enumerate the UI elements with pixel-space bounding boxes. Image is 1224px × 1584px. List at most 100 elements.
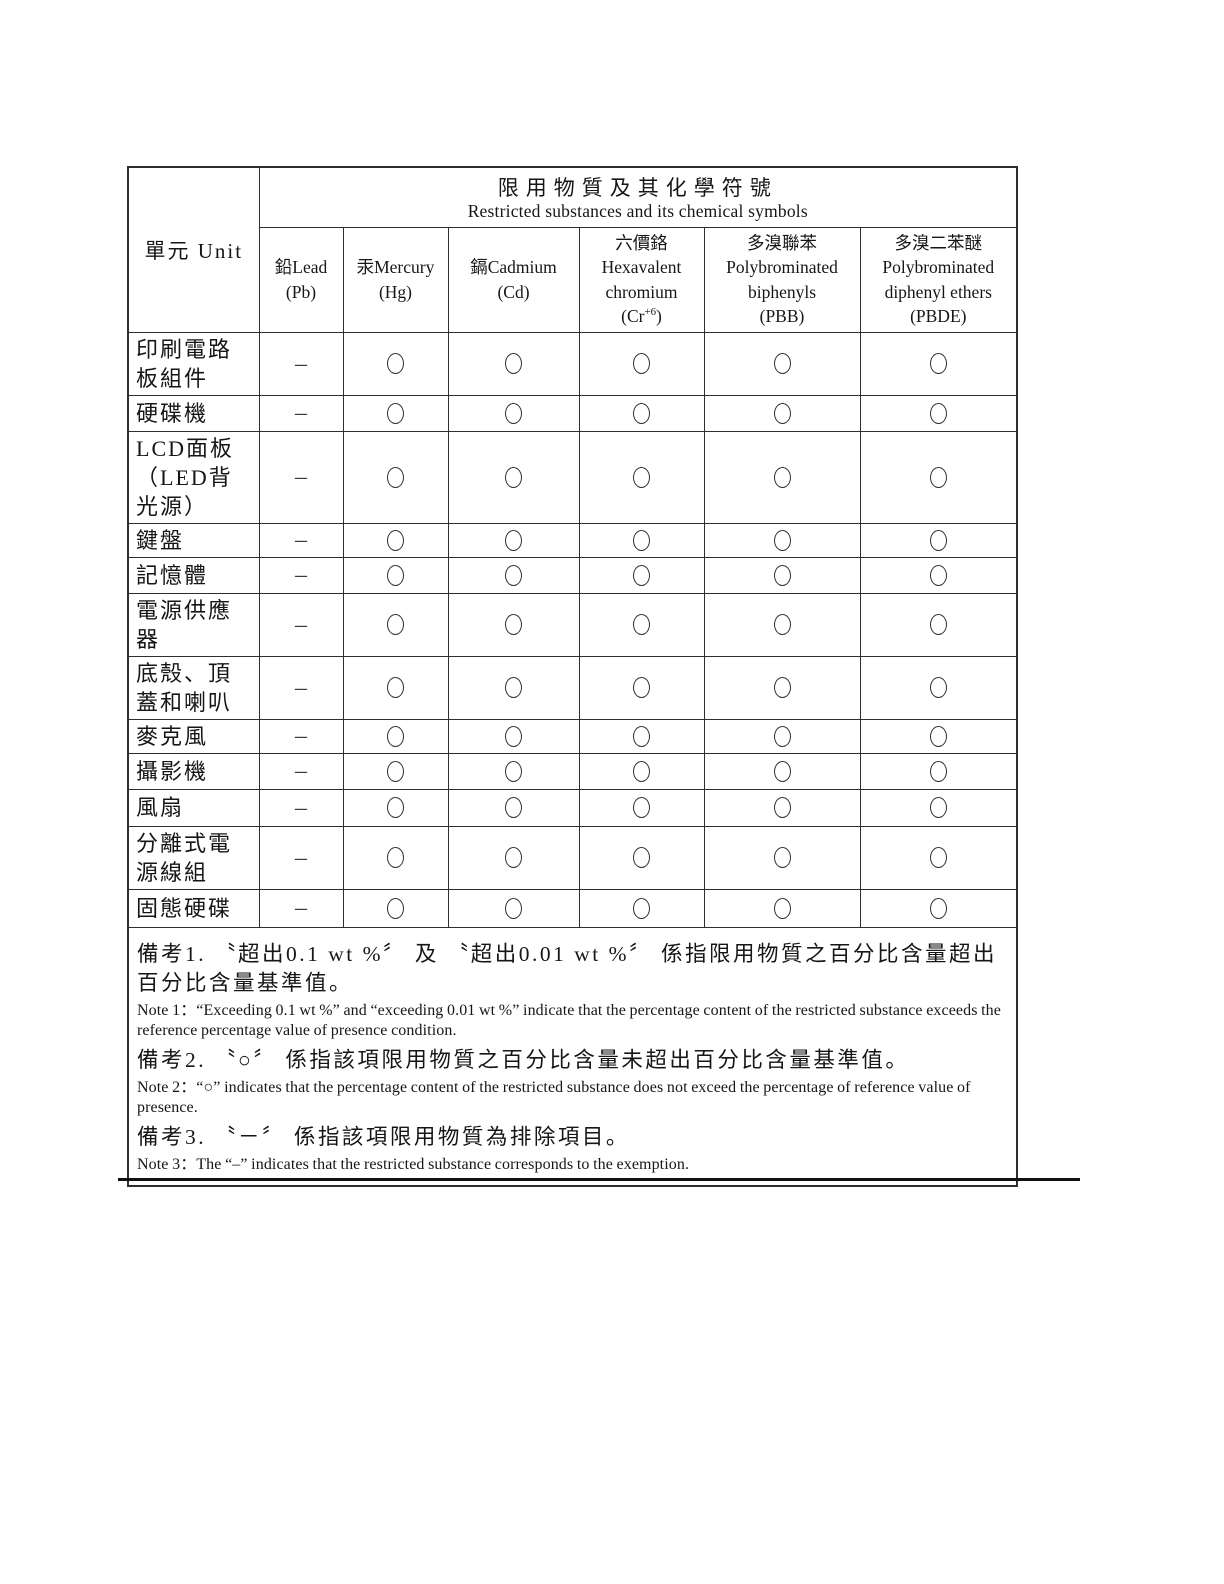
circle-icon (387, 760, 404, 782)
circle-icon (505, 847, 522, 869)
column-header-line: (Pb) (285, 281, 317, 302)
note2-zh: 備考2. 〝○〞 係指該項限用物質之百分比含量未超出百分比含量基準值。 (137, 1047, 910, 1072)
column-header-line: 汞Mercury (356, 257, 435, 278)
substance-cell (859, 788, 1018, 827)
substance-cell (342, 825, 449, 890)
substance-cell (342, 752, 449, 790)
unit-row-label: 攝影機 (127, 752, 260, 790)
substance-cell (578, 888, 705, 928)
column-header-line: 多溴聯苯 (747, 233, 817, 254)
substance-cell (859, 556, 1018, 594)
table-row: 硬碟機 – (127, 394, 1018, 432)
substance-cell (578, 788, 705, 827)
note1-zh: 備考1. 〝超出0.1 wt %〞 及 〝超出0.01 wt %〞 係指限用物質… (137, 941, 997, 995)
substance-cell (578, 430, 705, 524)
circle-icon (929, 725, 947, 747)
circle-icon (929, 614, 947, 636)
substance-cell (578, 331, 705, 396)
circle-icon (505, 353, 522, 375)
substance-cell (342, 556, 449, 594)
substance-cell (703, 718, 861, 754)
circle-icon (773, 797, 791, 819)
substance-cell: – (258, 394, 344, 432)
table-row: 分離式電源線組 – (127, 825, 1018, 890)
circle-icon (773, 529, 791, 551)
circle-icon (633, 402, 650, 424)
note3-zh: 備考3. 〝－〞 係指該項限用物質為排除項目。 (137, 1124, 630, 1149)
unit-row-label: 記憶體 (127, 556, 260, 594)
circle-icon (773, 466, 791, 488)
note1-en: Note 1：“Exceeding 0.1 wt %” and “exceedi… (137, 1001, 1001, 1040)
substance-cell (859, 430, 1018, 524)
circle-icon (633, 614, 650, 636)
circle-icon (633, 760, 650, 782)
circle-icon (387, 897, 404, 919)
substance-cell (342, 394, 449, 432)
circle-icon (387, 564, 404, 586)
substance-cell (342, 331, 449, 396)
circle-icon (929, 353, 947, 375)
unit-row-label: 底殼、頂蓋和喇叭 (127, 655, 260, 720)
substance-cell: – (258, 718, 344, 754)
substance-cell (447, 331, 580, 396)
column-header-line: 多溴二苯醚 (894, 233, 983, 254)
substance-cell: – (258, 430, 344, 524)
substance-cell (703, 655, 861, 720)
column-header-pbde: 多溴二苯醚 Polybrominated diphenyl ethers (PB… (859, 226, 1018, 333)
substance-cell (859, 752, 1018, 790)
substance-cell (859, 522, 1018, 558)
dash-symbol: – (295, 674, 307, 701)
substance-cell (703, 394, 861, 432)
column-header-hexavalent-chromium: 六價鉻 Hexavalent chromium (Cr+6) (578, 226, 705, 333)
substance-cell (859, 655, 1018, 720)
dash-symbol: – (295, 844, 307, 871)
substance-cell (447, 655, 580, 720)
circle-icon (387, 466, 404, 488)
substance-cell (703, 556, 861, 594)
table-row: LCD面板（LED背光源） – (127, 430, 1018, 524)
circle-icon (633, 529, 650, 551)
substance-cell (342, 592, 449, 657)
substance-cell (447, 888, 580, 928)
column-header-line: (Cd) (497, 281, 530, 302)
circle-icon (929, 760, 947, 782)
substance-cell (859, 592, 1018, 657)
substance-cell: – (258, 825, 344, 890)
table-row: 麥克風 – (127, 718, 1018, 754)
substance-cell (578, 752, 705, 790)
circle-icon (505, 897, 522, 919)
substance-cell (447, 788, 580, 827)
substance-cell (447, 522, 580, 558)
circle-icon (929, 466, 947, 488)
column-header-cadmium: 鎘Cadmium (Cd) (447, 226, 580, 333)
table-row: 鍵盤 – (127, 522, 1018, 558)
group-header-zh: 限用物質及其化學符號 (497, 176, 778, 201)
circle-icon (929, 564, 947, 586)
circle-icon (633, 897, 650, 919)
column-header-line: (PBB) (759, 305, 805, 326)
substance-cell (859, 718, 1018, 754)
substance-cell (578, 522, 705, 558)
unit-row-label: 分離式電源線組 (127, 825, 260, 890)
dash-symbol: – (295, 723, 307, 750)
substance-cell (342, 655, 449, 720)
chromium-formula: (Cr+6) (580, 304, 704, 328)
substance-cell: – (258, 331, 344, 396)
circle-icon (505, 797, 522, 819)
unit-row-label: 麥克風 (127, 718, 260, 754)
circle-icon (387, 725, 404, 747)
table-footer: 備考1. 〝超出0.1 wt %〞 及 〝超出0.01 wt %〞 係指限用物質… (127, 926, 1018, 1187)
circle-icon (505, 529, 522, 551)
substance-cell (342, 788, 449, 827)
substance-cell (859, 394, 1018, 432)
circle-icon (633, 725, 650, 747)
substance-cell (859, 888, 1018, 928)
column-header-line: Hexavalent (601, 257, 682, 278)
substance-cell (703, 825, 861, 890)
column-header-line: Polybrominated (882, 257, 995, 278)
unit-row-label: 印刷電路板組件 (127, 331, 260, 396)
substance-cell (703, 522, 861, 558)
substance-cell: – (258, 556, 344, 594)
column-header-pbb: 多溴聯苯 Polybrominated biphenyls (PBB) (703, 226, 861, 333)
